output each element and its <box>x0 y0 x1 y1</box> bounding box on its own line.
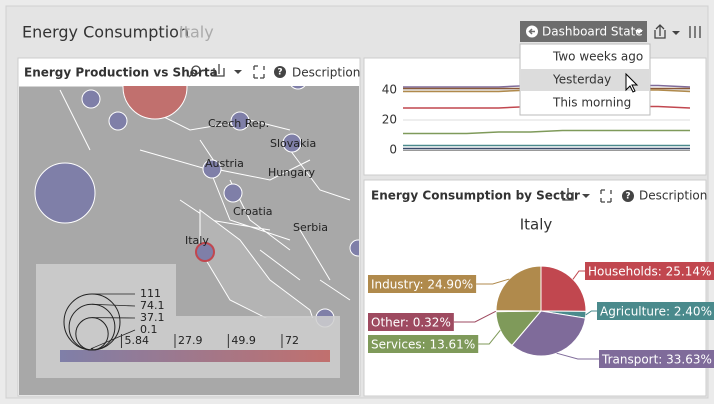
size-legend-label: 0.1 <box>140 323 158 336</box>
size-legend-leader <box>91 329 136 349</box>
map-toolbar[interactable]: ? <box>188 64 286 79</box>
data-label: Agriculture: 2.40% <box>600 305 712 319</box>
color-legend-label: 27.9 <box>178 334 203 347</box>
data-label-box <box>597 302 714 320</box>
region-label: Czech Rep. <box>208 117 269 130</box>
data-label-connector <box>478 329 501 345</box>
svg-text:?: ? <box>625 192 630 202</box>
color-legend-label: 5.84 <box>124 334 148 347</box>
size-legend-leader <box>91 303 136 307</box>
data-label: Households: 25.14% <box>588 265 711 279</box>
menu-item-highlight <box>521 69 649 91</box>
region-label: Slovakia <box>270 137 316 150</box>
parameters-icon[interactable] <box>689 26 701 38</box>
dropdown-arrow[interactable] <box>672 31 680 35</box>
data-label-box <box>585 262 714 280</box>
region-label: Italy <box>185 234 209 247</box>
pie-panel-title: Energy Consumption by Sector <box>371 189 580 203</box>
color-legend-label: 49.9 <box>231 334 256 347</box>
data-label: Other: 0.32% <box>371 316 451 330</box>
region-label: Hungary <box>268 166 315 179</box>
line-series <box>403 129 690 135</box>
data-label-connector <box>585 310 597 316</box>
description-button[interactable]: Description <box>292 66 360 80</box>
pie-toolbar[interactable]: ? <box>562 188 634 203</box>
export-icon[interactable] <box>654 24 666 39</box>
data-label: Transport: 33.63% <box>601 353 712 367</box>
color-legend-label: 72 <box>285 334 299 347</box>
description-button[interactable]: Description <box>639 189 707 203</box>
data-label-connector <box>572 270 585 280</box>
data-label-box <box>368 335 479 353</box>
dashboard-title: Energy Consumption <box>22 23 189 42</box>
data-label-box <box>368 313 454 331</box>
region-label: Austria <box>205 157 244 170</box>
data-label-box <box>368 275 477 293</box>
size-legend-label: 111 <box>140 287 161 300</box>
region-label: Croatia <box>233 205 273 218</box>
cursor <box>625 72 639 93</box>
pie-title: Italy <box>520 216 553 234</box>
y-tick-label: 20 <box>382 113 397 127</box>
back-arrow <box>528 28 535 35</box>
svg-text:?: ? <box>277 68 282 78</box>
menu-item[interactable]: This morning <box>552 96 631 110</box>
pie-slice <box>540 265 587 312</box>
data-label-connector <box>476 278 510 285</box>
data-label-connector <box>556 352 599 360</box>
y-tick-label: 40 <box>382 83 397 97</box>
data-label: Industry: 24.90% <box>371 278 473 292</box>
data-label: Services: 13.61% <box>371 338 475 352</box>
dashboard-state-label: Dashboard State <box>542 25 643 39</box>
menu-item[interactable]: Yesterday <box>552 73 611 87</box>
y-tick-label: 0 <box>389 143 397 157</box>
data-label-box <box>599 350 714 368</box>
region-label: Serbia <box>293 221 328 234</box>
menu-item[interactable]: Two weeks ago <box>552 50 643 64</box>
size-legend-label: 74.1 <box>140 299 165 312</box>
dashboard-subtitle: Italy <box>179 23 214 42</box>
data-label-connector <box>453 310 497 323</box>
map-panel-title: Energy Production vs Shorta <box>24 66 218 80</box>
dashboard-state-button[interactable] <box>520 21 647 42</box>
pie-slice <box>495 265 542 312</box>
dropdown-arrow <box>635 30 643 34</box>
size-legend-label: 37.1 <box>140 311 165 324</box>
